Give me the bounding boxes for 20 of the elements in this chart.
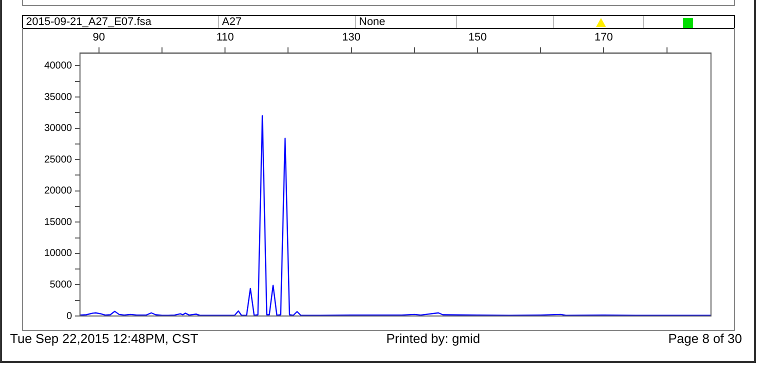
x-tick-label: 90	[92, 32, 106, 44]
x-tick-label: 110	[216, 32, 234, 44]
y-tick-label: 10000	[44, 248, 72, 260]
y-tick-label: 15000	[44, 216, 72, 228]
y-tick-label: 35000	[44, 92, 72, 103]
x-tick-label: 170	[594, 32, 613, 44]
text: Printed by: gmid	[386, 331, 480, 346]
text: None	[356, 16, 457, 28]
y-tick-label: 40000	[44, 60, 72, 72]
text: Page 8 of 30	[668, 331, 742, 346]
y-tick-label: 0	[66, 310, 72, 322]
y-tick-label: 20000	[44, 186, 72, 197]
x-tick-label: 150	[468, 32, 487, 44]
y-tick-label: 25000	[44, 154, 72, 166]
y-tick-label: 30000	[44, 123, 72, 134]
x-tick-label: 130	[342, 32, 361, 44]
text: Tue Sep 22,2015 12:48PM, CST	[10, 331, 198, 346]
y-tick-label: 5000	[50, 279, 72, 290]
text: 2015-09-21_A27_E07.fsa	[23, 16, 219, 28]
text: A27	[219, 16, 356, 28]
